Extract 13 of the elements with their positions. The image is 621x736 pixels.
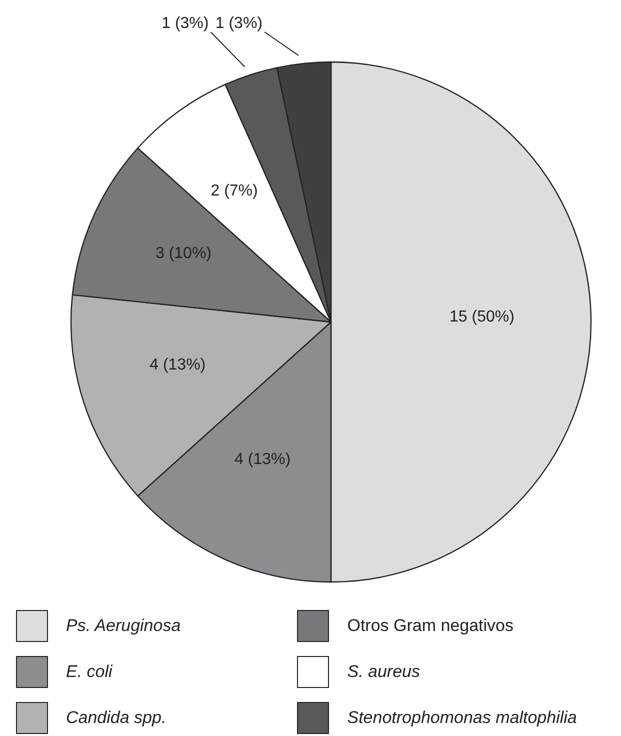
legend-label: Otros Gram negativos — [347, 616, 514, 636]
legend-label: E. coli — [66, 662, 112, 682]
legend-label: S. aureus — [347, 662, 420, 682]
legend-label: Stenotrophomonas maltophilia — [347, 708, 577, 728]
data-label: 1 (3%) — [215, 15, 263, 32]
data-label: 4 (13%) — [234, 451, 291, 468]
data-label: 4 (13%) — [150, 356, 206, 374]
data-label: 3 (10%) — [155, 245, 212, 262]
legend-label: Ps. Aeruginosa — [66, 616, 181, 636]
data-label: 1 (3%) — [162, 15, 209, 32]
data-label: 15 (50%) — [450, 308, 514, 326]
data-label: 2 (7%) — [210, 182, 258, 200]
legend-label: Candida spp. — [66, 708, 166, 728]
